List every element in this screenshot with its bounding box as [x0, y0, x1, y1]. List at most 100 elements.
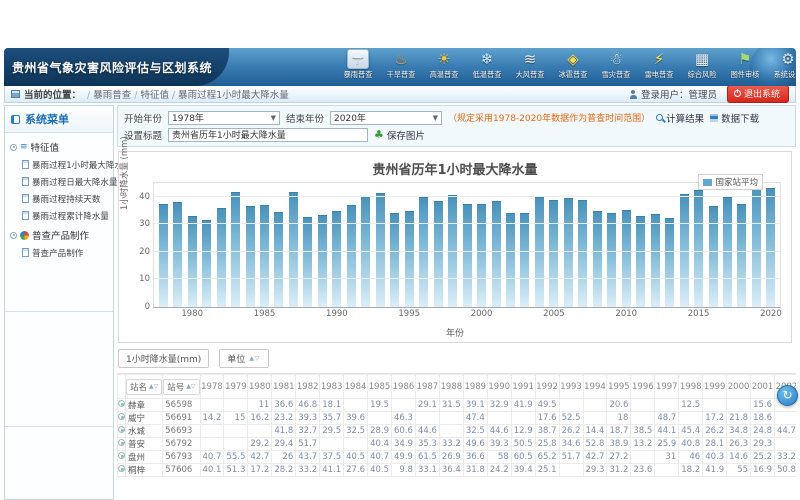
start-year-select[interactable]: 1978年 ▼: [168, 111, 280, 125]
chart-bar[interactable]: [289, 192, 298, 307]
row-select-cell[interactable]: [118, 412, 126, 425]
chart-bar[interactable]: [318, 215, 327, 307]
row-select-cell[interactable]: [118, 451, 126, 464]
calculate-button[interactable]: 计算结果: [656, 111, 704, 125]
chart-bar[interactable]: [159, 204, 168, 307]
logout-button[interactable]: 退出系统: [727, 85, 789, 103]
chart-bar[interactable]: [405, 211, 414, 307]
toolbar-wind[interactable]: ≋大风普查: [516, 49, 544, 80]
chart-bar-slot: [272, 183, 286, 307]
chart-bar[interactable]: [390, 213, 399, 307]
chart-bar[interactable]: [434, 201, 443, 307]
chart-bar[interactable]: [651, 214, 660, 307]
chart-bar[interactable]: [463, 204, 472, 307]
chart-bar[interactable]: [477, 204, 486, 307]
toolbar-hail[interactable]: ◈冰雹普查: [559, 49, 587, 80]
year-column-header: 1995: [607, 375, 631, 399]
toolbar-snow[interactable]: ☃雪灾普查: [602, 49, 630, 80]
value-cell: 44.6: [487, 425, 511, 438]
toolbar-heat[interactable]: ☀高温普查: [430, 49, 458, 80]
sidebar-item[interactable]: 暴雨过程日最大降水量: [8, 173, 110, 190]
chart-bar[interactable]: [202, 220, 211, 307]
value-cell: 42.7: [583, 451, 607, 464]
sidebar-item[interactable]: 普查产品制作: [8, 244, 110, 261]
chart-bar[interactable]: [752, 185, 761, 307]
chart-title-input[interactable]: [168, 128, 368, 142]
radio-icon[interactable]: [118, 465, 125, 472]
chart-bar[interactable]: [332, 211, 341, 307]
chart-bar[interactable]: [564, 198, 573, 307]
chart-bar[interactable]: [549, 200, 558, 307]
download-button[interactable]: 数据下载: [710, 111, 759, 125]
chart-bar[interactable]: [246, 206, 255, 307]
radio-icon[interactable]: [118, 426, 125, 433]
chart-bar[interactable]: [303, 217, 312, 307]
breadcrumb-item[interactable]: 特征值: [140, 90, 169, 101]
tab-hourly-precip[interactable]: 1小时降水量(mm): [118, 349, 209, 368]
chart-bar[interactable]: [506, 213, 515, 308]
breadcrumb-item[interactable]: 暴雨普查: [93, 90, 131, 101]
chart-bar[interactable]: [636, 216, 645, 307]
toolbar-drought[interactable]: ♨干旱普查: [387, 49, 415, 80]
save-image-button[interactable]: ♣ 保存图片: [374, 128, 425, 142]
radio-icon[interactable]: [118, 439, 125, 446]
chart-bar[interactable]: [578, 200, 587, 307]
value-cell: 65.2: [535, 451, 559, 464]
chart-bar[interactable]: [737, 204, 746, 307]
toolbar-map-review[interactable]: ⚑图件审核: [731, 49, 759, 80]
pie-icon: [20, 231, 29, 240]
chart-bar[interactable]: [173, 202, 182, 307]
toolbar-settings[interactable]: ⚙系统设置: [774, 49, 796, 80]
chart-bar[interactable]: [665, 218, 674, 307]
chevron-down-icon: ▼: [271, 114, 276, 122]
end-year-select[interactable]: 2020年 ▼: [330, 111, 442, 125]
chart-bar[interactable]: [535, 197, 544, 307]
chart-bar[interactable]: [766, 188, 775, 307]
radio-icon[interactable]: [118, 413, 125, 420]
unit-sort-control[interactable]: 单位 ▲▽: [219, 349, 268, 368]
row-select-cell[interactable]: [118, 464, 126, 477]
chart-bar-slot: [373, 183, 387, 307]
chart-bar[interactable]: [231, 192, 240, 307]
year-column-header: 1980: [248, 375, 272, 399]
value-cell: 17.2: [248, 464, 272, 477]
column-sort-button[interactable]: 站名▲▽: [126, 379, 162, 395]
sidebar-item[interactable]: 暴雨过程1小时最大降水量: [8, 156, 110, 173]
chart-bar[interactable]: [260, 205, 269, 307]
value-cell: 32.5: [344, 425, 368, 438]
radio-icon[interactable]: [118, 452, 125, 459]
chart-bar[interactable]: [593, 211, 602, 307]
toolbar-composite-risk[interactable]: ▦综合风险: [688, 49, 716, 80]
chart-bar[interactable]: [347, 205, 356, 308]
chart-bar[interactable]: [492, 201, 501, 307]
value-cell: 28.1: [703, 438, 727, 451]
row-select-cell[interactable]: [118, 425, 126, 438]
expand-icon[interactable]: [10, 232, 17, 239]
column-sort-button[interactable]: 站号▲▽: [163, 379, 199, 395]
chart-bar[interactable]: [520, 213, 529, 307]
chart-bar[interactable]: [694, 190, 703, 307]
toolbar-rainstorm[interactable]: ☂暴雨普查: [344, 49, 372, 80]
radio-icon[interactable]: [118, 400, 125, 407]
refresh-float-button[interactable]: ↻: [777, 385, 798, 406]
column-header-站号: 站号▲▽: [163, 375, 200, 399]
sidebar-group-普查产品制作[interactable]: 普查产品制作: [8, 226, 110, 244]
toolbar-cold[interactable]: ❄低温普查: [473, 49, 501, 80]
sidebar-item[interactable]: 暴雨过程累计降水量: [8, 207, 110, 224]
row-select-cell[interactable]: [118, 399, 126, 412]
sidebar-group-特征值[interactable]: ≡特征值: [8, 138, 110, 156]
chart-bar-slot: [605, 183, 619, 307]
chart-bar[interactable]: [709, 206, 718, 307]
breadcrumb-item[interactable]: 暴雨过程1小时最大降水量: [178, 90, 289, 101]
chart-bar[interactable]: [607, 213, 616, 307]
toolbar-lightning[interactable]: ⚡雷电普查: [645, 49, 673, 80]
sidebar-item[interactable]: 暴雨过程持续天数: [8, 190, 110, 207]
value-cell: 51.7: [296, 438, 320, 451]
chart-bar[interactable]: [188, 216, 197, 307]
value-cell: 31.8: [463, 464, 487, 477]
row-select-cell[interactable]: [118, 438, 126, 451]
expand-icon[interactable]: [10, 144, 17, 151]
chart-bar[interactable]: [723, 197, 732, 307]
chart-bar[interactable]: [274, 212, 283, 307]
chart-bar[interactable]: [419, 197, 428, 307]
